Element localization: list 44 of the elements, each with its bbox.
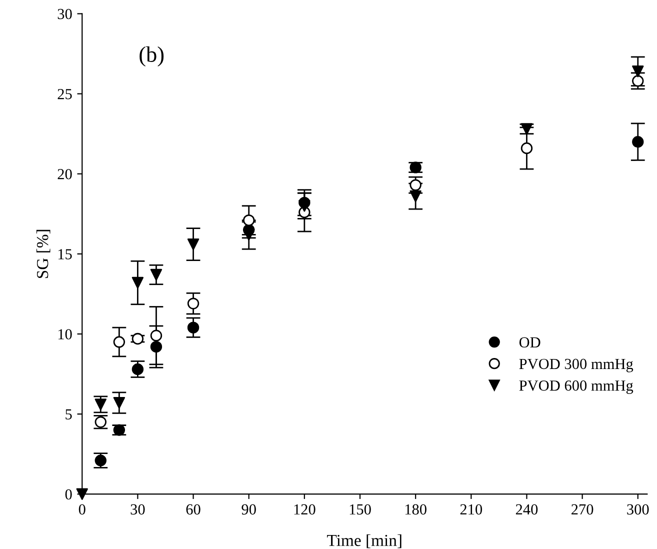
legend-label: PVOD 300 mmHg	[519, 358, 634, 372]
x-axis-title: Time [min]	[327, 534, 402, 548]
legend-label: OD	[519, 337, 540, 348]
y-tick-label: 30	[58, 8, 72, 20]
point	[187, 238, 200, 250]
y-tick-label: 25	[58, 88, 72, 100]
point	[632, 136, 644, 148]
point	[187, 322, 200, 334]
point	[150, 340, 162, 353]
legend-label: PVOD 600 mmHg	[519, 380, 634, 394]
x-tick-label: 120	[294, 504, 316, 515]
point	[113, 396, 126, 409]
x-tick-label: 150	[350, 504, 371, 515]
point	[150, 268, 162, 281]
point	[132, 276, 144, 289]
y-tick-label: 0	[65, 489, 72, 500]
x-tick-label: 180	[405, 504, 426, 515]
x-tick-label: 90	[242, 504, 256, 515]
x-tick-label: 210	[460, 504, 482, 515]
x-tick-label: 60	[186, 504, 200, 515]
point	[520, 142, 533, 154]
point	[150, 330, 162, 342]
point	[113, 336, 126, 348]
x-tick-label: 300	[627, 504, 649, 515]
y-tick-label: 5	[66, 409, 72, 420]
y-tick-label: 15	[58, 249, 72, 260]
point	[632, 66, 644, 78]
point	[243, 228, 255, 241]
x-tick-label: 30	[130, 504, 145, 515]
point	[76, 488, 88, 500]
point	[187, 298, 200, 310]
point	[410, 179, 422, 191]
point	[410, 190, 422, 202]
x-tick-label: 240	[516, 504, 538, 515]
point	[243, 214, 255, 226]
x-tick-label: 0	[78, 504, 86, 515]
point	[94, 398, 106, 410]
x-tick-label: 270	[572, 504, 594, 515]
point	[632, 75, 644, 87]
y-tick-label: 20	[58, 168, 72, 180]
point	[298, 200, 310, 212]
y-tick-label: 10	[58, 329, 72, 340]
annotation: (b)	[140, 46, 164, 66]
y-axis-title: SG [%]	[36, 230, 50, 278]
